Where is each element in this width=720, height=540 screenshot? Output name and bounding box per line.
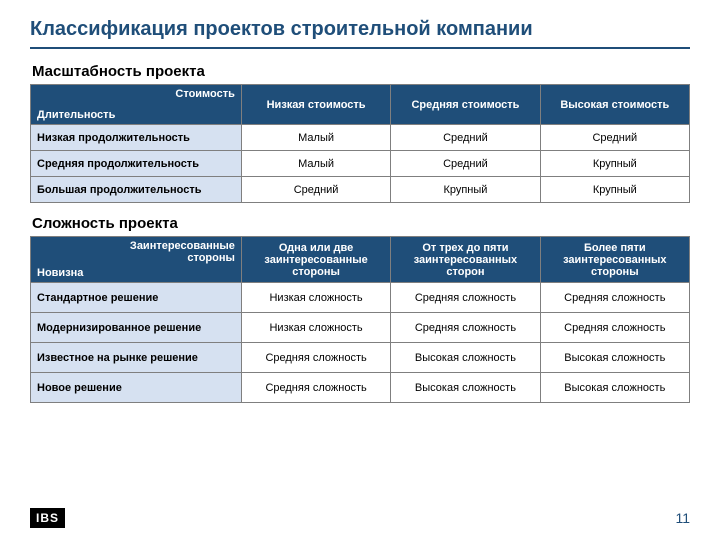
cell: Средняя сложность	[391, 313, 540, 343]
cell: Высокая сложность	[391, 343, 540, 373]
table-complexity: Заинтересованные стороны Новизна Одна ил…	[30, 236, 690, 403]
cell: Средний	[241, 177, 390, 203]
row-header: Известное на рынке решение	[31, 343, 242, 373]
cell: Средний	[391, 125, 540, 151]
corner-top-label: Стоимость	[175, 88, 235, 100]
cell: Высокая сложность	[391, 373, 540, 403]
table-row: Известное на рынке решение Средняя сложн…	[31, 343, 690, 373]
row-header: Модернизированное решение	[31, 313, 242, 343]
cell: Средняя сложность	[540, 313, 689, 343]
cell: Крупный	[391, 177, 540, 203]
title-underline	[30, 47, 690, 49]
row-header: Большая продолжительность	[31, 177, 242, 203]
row-header: Стандартное решение	[31, 283, 242, 313]
table-row: Новое решение Средняя сложность Высокая …	[31, 373, 690, 403]
row-header: Средняя продолжительность	[31, 151, 242, 177]
page-number: 11	[675, 510, 690, 526]
cell: Средний	[540, 125, 689, 151]
section-title-complexity: Сложность проекта	[32, 215, 690, 232]
cell: Средняя сложность	[241, 373, 390, 403]
cell: Крупный	[540, 177, 689, 203]
cell: Малый	[241, 151, 390, 177]
table-row: Средняя продолжительность Малый Средний …	[31, 151, 690, 177]
cell: Малый	[241, 125, 390, 151]
table-row: Модернизированное решение Низкая сложнос…	[31, 313, 690, 343]
table-corner: Стоимость Длительность	[31, 85, 242, 125]
cell: Средняя сложность	[241, 343, 390, 373]
cell: Низкая сложность	[241, 283, 390, 313]
footer: IBS 11	[0, 508, 720, 528]
corner-top-label: Заинтересованные стороны	[109, 240, 235, 264]
cell: Низкая сложность	[241, 313, 390, 343]
cell: Высокая сложность	[540, 373, 689, 403]
col-header: Одна или две заинтересованные стороны	[241, 237, 390, 283]
section-title-scale: Масштабность проекта	[32, 63, 690, 80]
corner-bottom-label: Новизна	[37, 267, 83, 279]
row-header: Низкая продолжительность	[31, 125, 242, 151]
cell: Средняя сложность	[540, 283, 689, 313]
table-row: Низкая продолжительность Малый Средний С…	[31, 125, 690, 151]
col-header: Средняя стоимость	[391, 85, 540, 125]
corner-bottom-label: Длительность	[37, 109, 115, 121]
cell: Высокая сложность	[540, 343, 689, 373]
row-header: Новое решение	[31, 373, 242, 403]
cell: Средняя сложность	[391, 283, 540, 313]
logo-badge: IBS	[30, 508, 65, 528]
col-header: От трех до пяти заинтересованных сторон	[391, 237, 540, 283]
table-row: Стандартное решение Низкая сложность Сре…	[31, 283, 690, 313]
table-corner: Заинтересованные стороны Новизна	[31, 237, 242, 283]
cell: Средний	[391, 151, 540, 177]
table-scale: Стоимость Длительность Низкая стоимость …	[30, 84, 690, 203]
col-header: Высокая стоимость	[540, 85, 689, 125]
cell: Крупный	[540, 151, 689, 177]
page-title: Классификация проектов строительной комп…	[30, 18, 690, 41]
col-header: Более пяти заинтересованных стороны	[540, 237, 689, 283]
table-row: Большая продолжительность Средний Крупны…	[31, 177, 690, 203]
col-header: Низкая стоимость	[241, 85, 390, 125]
